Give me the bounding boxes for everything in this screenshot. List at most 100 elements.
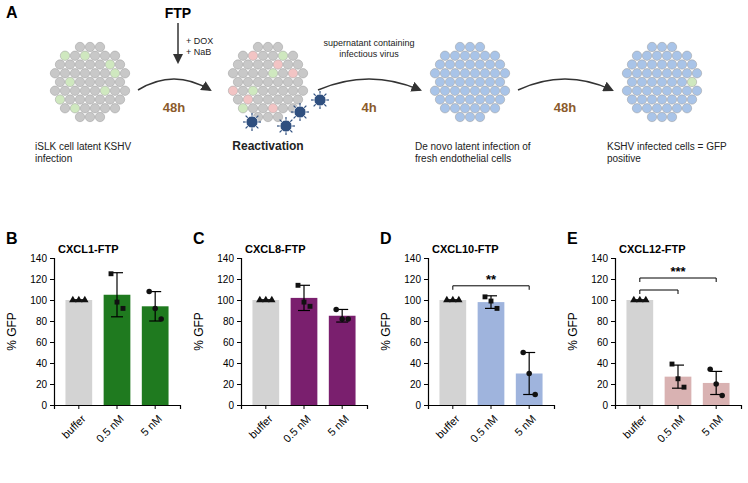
cell [652,69,661,78]
cell [60,51,69,60]
cell [50,69,59,78]
y-tick-mark [237,321,241,322]
cell [455,112,464,121]
y-tick: 0 [228,400,241,411]
y-tick-mark [237,405,241,406]
y-tick-label: 140 [217,253,234,264]
y-tick-label: 80 [223,316,235,327]
cell [637,77,646,86]
cell [100,51,109,60]
cell [672,69,681,78]
cell [273,77,282,86]
cell [440,104,449,113]
cell [677,60,686,69]
x-axis-line [55,406,181,410]
y-axis-line [50,259,55,406]
y-tick-mark [50,258,54,259]
x-tick: 5 nM [138,405,164,438]
cell [667,112,676,121]
replicate-point [443,296,450,302]
cell [273,60,282,69]
y-tick-label: 60 [410,337,422,348]
cell [647,95,656,104]
x-tick-mark [452,405,453,409]
cell [480,51,489,60]
y-tick: 140 [591,253,615,264]
y-tick-mark [50,279,54,280]
cell [80,104,89,113]
cell [460,69,469,78]
cell [263,95,272,104]
replicate-point [262,296,269,302]
x-tick-mark [342,405,343,409]
x-axis-line [616,406,742,410]
y-tick: 100 [591,295,615,306]
cell [90,69,99,78]
x-tick: buffer [433,405,461,441]
cell [273,42,282,51]
cell [642,51,651,60]
y-axis-title: % GFP [566,312,580,351]
x-tick-label: 0.5 nM [94,412,126,444]
bar [665,377,692,405]
cell [430,69,439,78]
panel-letter: B [6,230,18,247]
cell [495,77,504,86]
x-axis: buffer0.5 nM5 nM [616,405,742,445]
cell [238,51,247,60]
y-tick-label: 20 [36,379,48,390]
y-axis-title: % GFP [192,312,206,351]
y-tick-mark [611,342,615,343]
replicate-point [256,296,263,302]
y-tick-mark [424,258,428,259]
cell [105,60,114,69]
replicate-point [268,296,275,302]
cell [692,86,701,95]
virus-icon [311,91,329,109]
y-tick-mark [611,405,615,406]
y-tick-mark [237,258,241,259]
cell [485,77,494,86]
y-tick-label: 20 [410,379,422,390]
replicate-point [333,307,339,313]
y-tick-mark [611,279,615,280]
x-axis: buffer0.5 nM5 nM [242,405,368,445]
y-tick-label: 80 [597,316,609,327]
cell [622,69,631,78]
panel-letter: E [567,230,578,247]
cell [657,77,666,86]
cell [278,86,287,95]
replicate-point [630,296,637,302]
cell [470,51,479,60]
cell [120,86,129,95]
x-tick-label: 0.5 nM [655,412,687,444]
plot-marks [252,283,355,405]
cell [95,112,104,121]
y-tick-mark [611,258,615,259]
process-arrow [518,79,612,90]
cell [627,77,636,86]
error-bar-cap [111,316,123,317]
y-tick: 20 [410,379,428,390]
x-tick-mark [639,405,640,409]
y-tick: 120 [217,274,241,285]
significance-bracket [640,290,678,294]
x-axis: buffer0.5 nM5 nM [55,405,181,445]
plot-marks [626,296,729,405]
y-tick-mark [424,405,428,406]
stage-label: KSHV infected cells = GFPpositive [607,141,727,164]
y-tick-mark [50,321,54,322]
cell [490,86,499,95]
cell [475,95,484,104]
bar [291,298,318,405]
cell [677,95,686,104]
x-tick-mark [78,405,79,409]
cell [682,86,691,95]
cell [662,86,671,95]
replicate-point [121,306,126,311]
y-tick-mark [424,279,428,280]
cell [642,69,651,78]
x-tick: buffer [246,405,274,441]
cell [455,60,464,69]
x-tick-label: buffer [620,412,648,440]
